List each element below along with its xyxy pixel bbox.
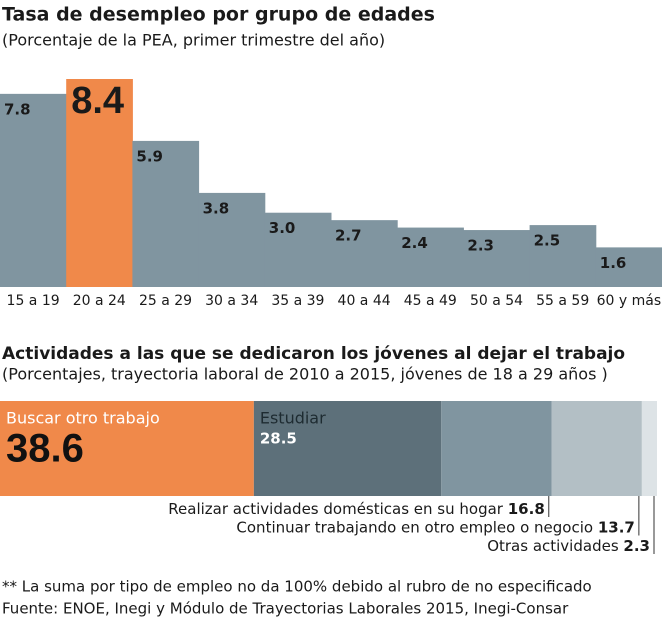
x-tick-label: 15 a 19 [7, 293, 60, 309]
footnote: ** La suma por tipo de empleo no da 100%… [2, 578, 592, 596]
segment-label: Estudiar [260, 409, 326, 428]
value-label: 2.5 [534, 232, 561, 250]
segment-label: Continuar trabajando en otro empleo o ne… [236, 518, 634, 536]
value-label: 16.8 [508, 500, 545, 518]
bar [397, 227, 464, 287]
segment-label: Otras actividades 2.3 [487, 537, 650, 555]
segment-name: Otras actividades [487, 537, 619, 555]
value-label: 3.8 [203, 199, 230, 217]
x-tick-label: 45 a 49 [404, 293, 457, 309]
chart-subtitle: (Porcentajes, trayectoria laboral de 201… [2, 365, 608, 384]
segment-name: Continuar trabajando en otro empleo o ne… [236, 518, 593, 536]
value-label: 5.9 [136, 147, 163, 165]
segment-name: Realizar actividades domésticas en su ho… [168, 500, 503, 518]
value-label: 2.7 [335, 227, 362, 245]
x-tick-label: 50 a 54 [470, 293, 523, 309]
value-label: 3.0 [269, 219, 296, 237]
value-label: 2.3 [467, 237, 494, 255]
bar [595, 247, 662, 287]
bar-segment [551, 401, 642, 496]
x-tick-label: 25 a 29 [139, 293, 192, 309]
value-label: 13.7 [598, 518, 635, 536]
bar [198, 192, 266, 287]
value-label: 8.4 [71, 80, 124, 122]
source: Fuente: ENOE, Inegi y Módulo de Trayecto… [2, 600, 569, 618]
x-tick-label: 40 a 44 [338, 293, 391, 309]
bar [132, 140, 200, 287]
bar-segment [441, 401, 552, 496]
value-label: 7.8 [4, 100, 31, 118]
segment-label: Buscar otro trabajo [6, 409, 160, 428]
bar [264, 212, 332, 287]
value-label: 1.6 [600, 254, 627, 272]
x-tick-label: 55 a 59 [536, 293, 589, 309]
bar [529, 225, 597, 287]
x-tick-label: 60 y más [597, 293, 662, 309]
x-tick-label: 20 a 24 [73, 293, 126, 309]
chart-title: Tasa de desempleo por grupo de edades [2, 4, 435, 26]
bar-segment [253, 401, 442, 496]
value-label: 2.4 [401, 234, 428, 252]
bar [66, 79, 133, 287]
bar [463, 230, 531, 287]
bar [0, 93, 67, 287]
bar-segment [0, 401, 254, 496]
segment-label: Realizar actividades domésticas en su ho… [168, 500, 544, 518]
value-label: 28.5 [260, 430, 297, 448]
x-tick-label: 30 a 34 [205, 293, 258, 309]
x-tick-label: 35 a 39 [271, 293, 324, 309]
bar [331, 220, 398, 287]
value-label: 2.3 [623, 537, 650, 555]
chart-subtitle: (Porcentaje de la PEA, primer trimestre … [2, 31, 385, 50]
value-label: 38.6 [6, 427, 84, 471]
chart-title: Actividades a las que se dedicaron los j… [2, 344, 625, 364]
bar-segment [641, 401, 657, 496]
